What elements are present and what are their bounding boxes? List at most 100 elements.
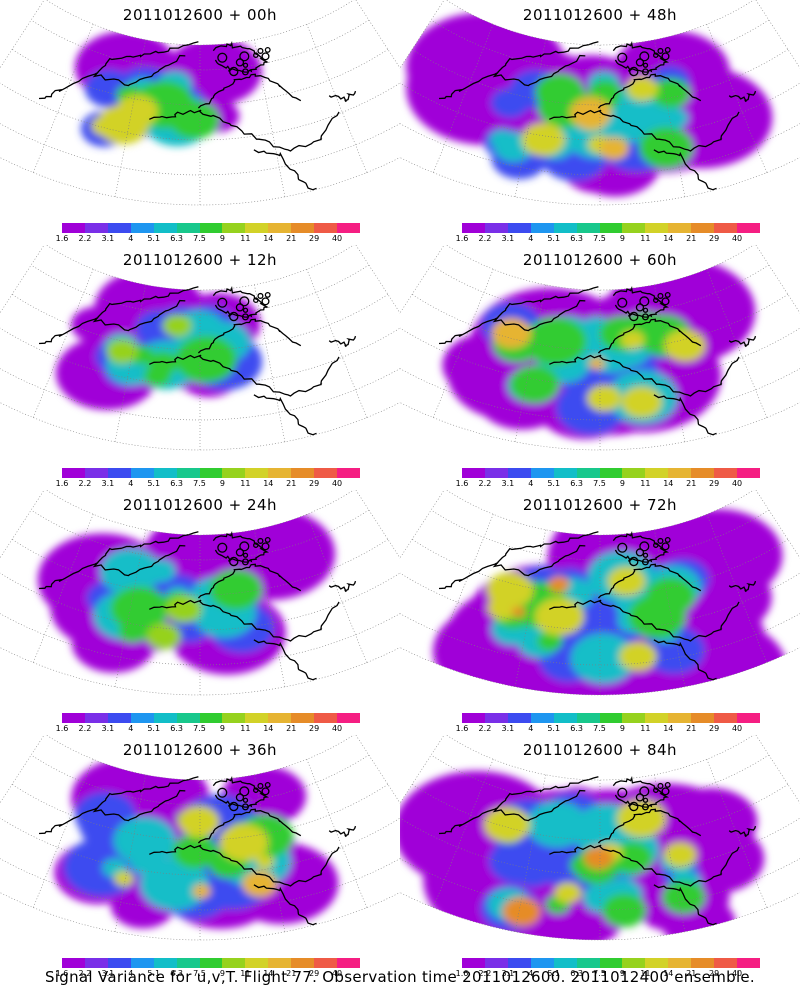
colorbar-tick-label: 2.2 bbox=[478, 969, 492, 978]
latitude-line bbox=[30, 264, 370, 316]
island bbox=[261, 297, 270, 306]
colorbar-cell bbox=[462, 468, 485, 478]
colorbar: 1.6 2.2 3.1 4 5.1 6.3 7.5 9 11 14 21 29 40 bbox=[56, 223, 360, 243]
coastline-segment bbox=[728, 825, 757, 838]
colorbar-tick-label: 2.2 bbox=[78, 969, 92, 978]
colorbar-tick-label: 9 bbox=[619, 479, 625, 488]
colorbar-cell bbox=[153, 223, 177, 233]
latitude-line bbox=[411, 539, 789, 596]
colorbar-tick-label: 11 bbox=[640, 479, 651, 488]
colorbar-cell bbox=[462, 223, 485, 233]
colorbar-cell bbox=[484, 958, 508, 968]
colorbar-cell bbox=[337, 223, 360, 233]
latitude-line bbox=[400, 82, 800, 141]
colorbar-tick-label: 40 bbox=[731, 724, 743, 733]
latitude-line bbox=[430, 19, 770, 71]
island bbox=[264, 46, 271, 53]
colorbar-cell bbox=[645, 223, 669, 233]
island bbox=[242, 797, 249, 803]
coastline-segment bbox=[495, 776, 599, 810]
coastline-segment bbox=[328, 90, 357, 103]
variance-blob bbox=[554, 882, 582, 904]
projection-map bbox=[0, 490, 400, 696]
island bbox=[664, 46, 671, 53]
island bbox=[239, 786, 250, 797]
island bbox=[653, 542, 659, 548]
colorbar-tick-label: 21 bbox=[686, 234, 697, 243]
island bbox=[639, 51, 650, 62]
colorbar-cell bbox=[153, 468, 177, 478]
coastline-segment bbox=[95, 776, 199, 810]
colorbar-tick-label: 14 bbox=[263, 969, 274, 978]
colorbar-tick-label: 7.5 bbox=[193, 724, 206, 733]
variance-blob bbox=[535, 73, 585, 112]
colorbar-tick-label: 2.2 bbox=[78, 479, 92, 488]
colorbar-tick-label: 11 bbox=[240, 724, 251, 733]
coastline-segment bbox=[38, 544, 186, 590]
colorbar-cell bbox=[176, 713, 200, 723]
coastline bbox=[38, 285, 357, 436]
colorbar-tick-label: 7.5 bbox=[593, 969, 606, 978]
colorbar-tick-label: 29 bbox=[709, 969, 720, 978]
island bbox=[639, 786, 650, 797]
island bbox=[253, 787, 259, 793]
colorbar-cell bbox=[530, 713, 554, 723]
colorbar-cell bbox=[199, 713, 223, 723]
colorbar-tick-label: 11 bbox=[240, 479, 251, 488]
coastline-segment bbox=[495, 531, 599, 565]
coastline-segment bbox=[728, 580, 757, 593]
colorbar: 1.6 2.2 3.1 4 5.1 6.3 7.5 9 11 14 21 29 40 bbox=[456, 223, 760, 243]
coastline-segment bbox=[328, 580, 357, 593]
island bbox=[641, 68, 649, 76]
variance-blob bbox=[178, 805, 220, 838]
island bbox=[642, 307, 649, 313]
latitude-line bbox=[0, 82, 400, 141]
latitude-line bbox=[30, 19, 370, 71]
colorbar-cell bbox=[484, 713, 508, 723]
colorbar-tick-label: 6.3 bbox=[570, 969, 583, 978]
variance-field bbox=[54, 756, 339, 929]
colorbar-tick-label: 1.6 bbox=[455, 969, 469, 978]
colorbar-tick-label: 1.6 bbox=[55, 969, 69, 978]
coastline-segment bbox=[597, 563, 702, 599]
colorbar-cell bbox=[84, 223, 108, 233]
colorbar-tick-label: 40 bbox=[731, 234, 743, 243]
colorbar-cell bbox=[462, 713, 485, 723]
variance-blob bbox=[110, 586, 169, 631]
island bbox=[653, 297, 659, 303]
colorbar-tick-label: 6.3 bbox=[570, 234, 583, 243]
island bbox=[653, 787, 659, 793]
colorbar-tick-label: 29 bbox=[309, 479, 320, 488]
island bbox=[257, 537, 264, 544]
colorbar-cell bbox=[314, 713, 338, 723]
island bbox=[653, 52, 659, 58]
graticule bbox=[400, 509, 800, 695]
coastline-segment bbox=[549, 844, 740, 887]
colorbar-tick-label: 6.3 bbox=[570, 479, 583, 488]
colorbar-cell bbox=[553, 713, 577, 723]
latitude-line bbox=[400, 817, 800, 876]
colorbar-tick-label: 14 bbox=[663, 724, 674, 733]
coastline-segment bbox=[328, 335, 357, 348]
coastline-segment bbox=[597, 808, 702, 844]
colorbar-tick-label: 6.3 bbox=[570, 724, 583, 733]
panel-title: 2011012600 + 72h bbox=[522, 496, 678, 514]
variance-blob bbox=[662, 108, 689, 129]
island bbox=[239, 51, 250, 62]
graticule bbox=[0, 264, 400, 450]
colorbar-cell bbox=[576, 468, 600, 478]
colorbar-cell bbox=[107, 223, 131, 233]
colorbar-cell bbox=[337, 958, 360, 968]
colorbar-tick-label: 21 bbox=[686, 724, 697, 733]
coastline bbox=[438, 530, 757, 681]
coastline-segment bbox=[597, 73, 702, 109]
colorbar-tick-label: 7.5 bbox=[593, 479, 606, 488]
latitude-line bbox=[411, 49, 789, 106]
colorbar-tick-label: 11 bbox=[640, 969, 651, 978]
longitude-line bbox=[306, 24, 367, 173]
colorbar-tick-label: 29 bbox=[709, 724, 720, 733]
map-boundary bbox=[400, 490, 800, 696]
island bbox=[642, 552, 649, 558]
colorbar-cell bbox=[130, 223, 154, 233]
coastline bbox=[38, 775, 357, 926]
